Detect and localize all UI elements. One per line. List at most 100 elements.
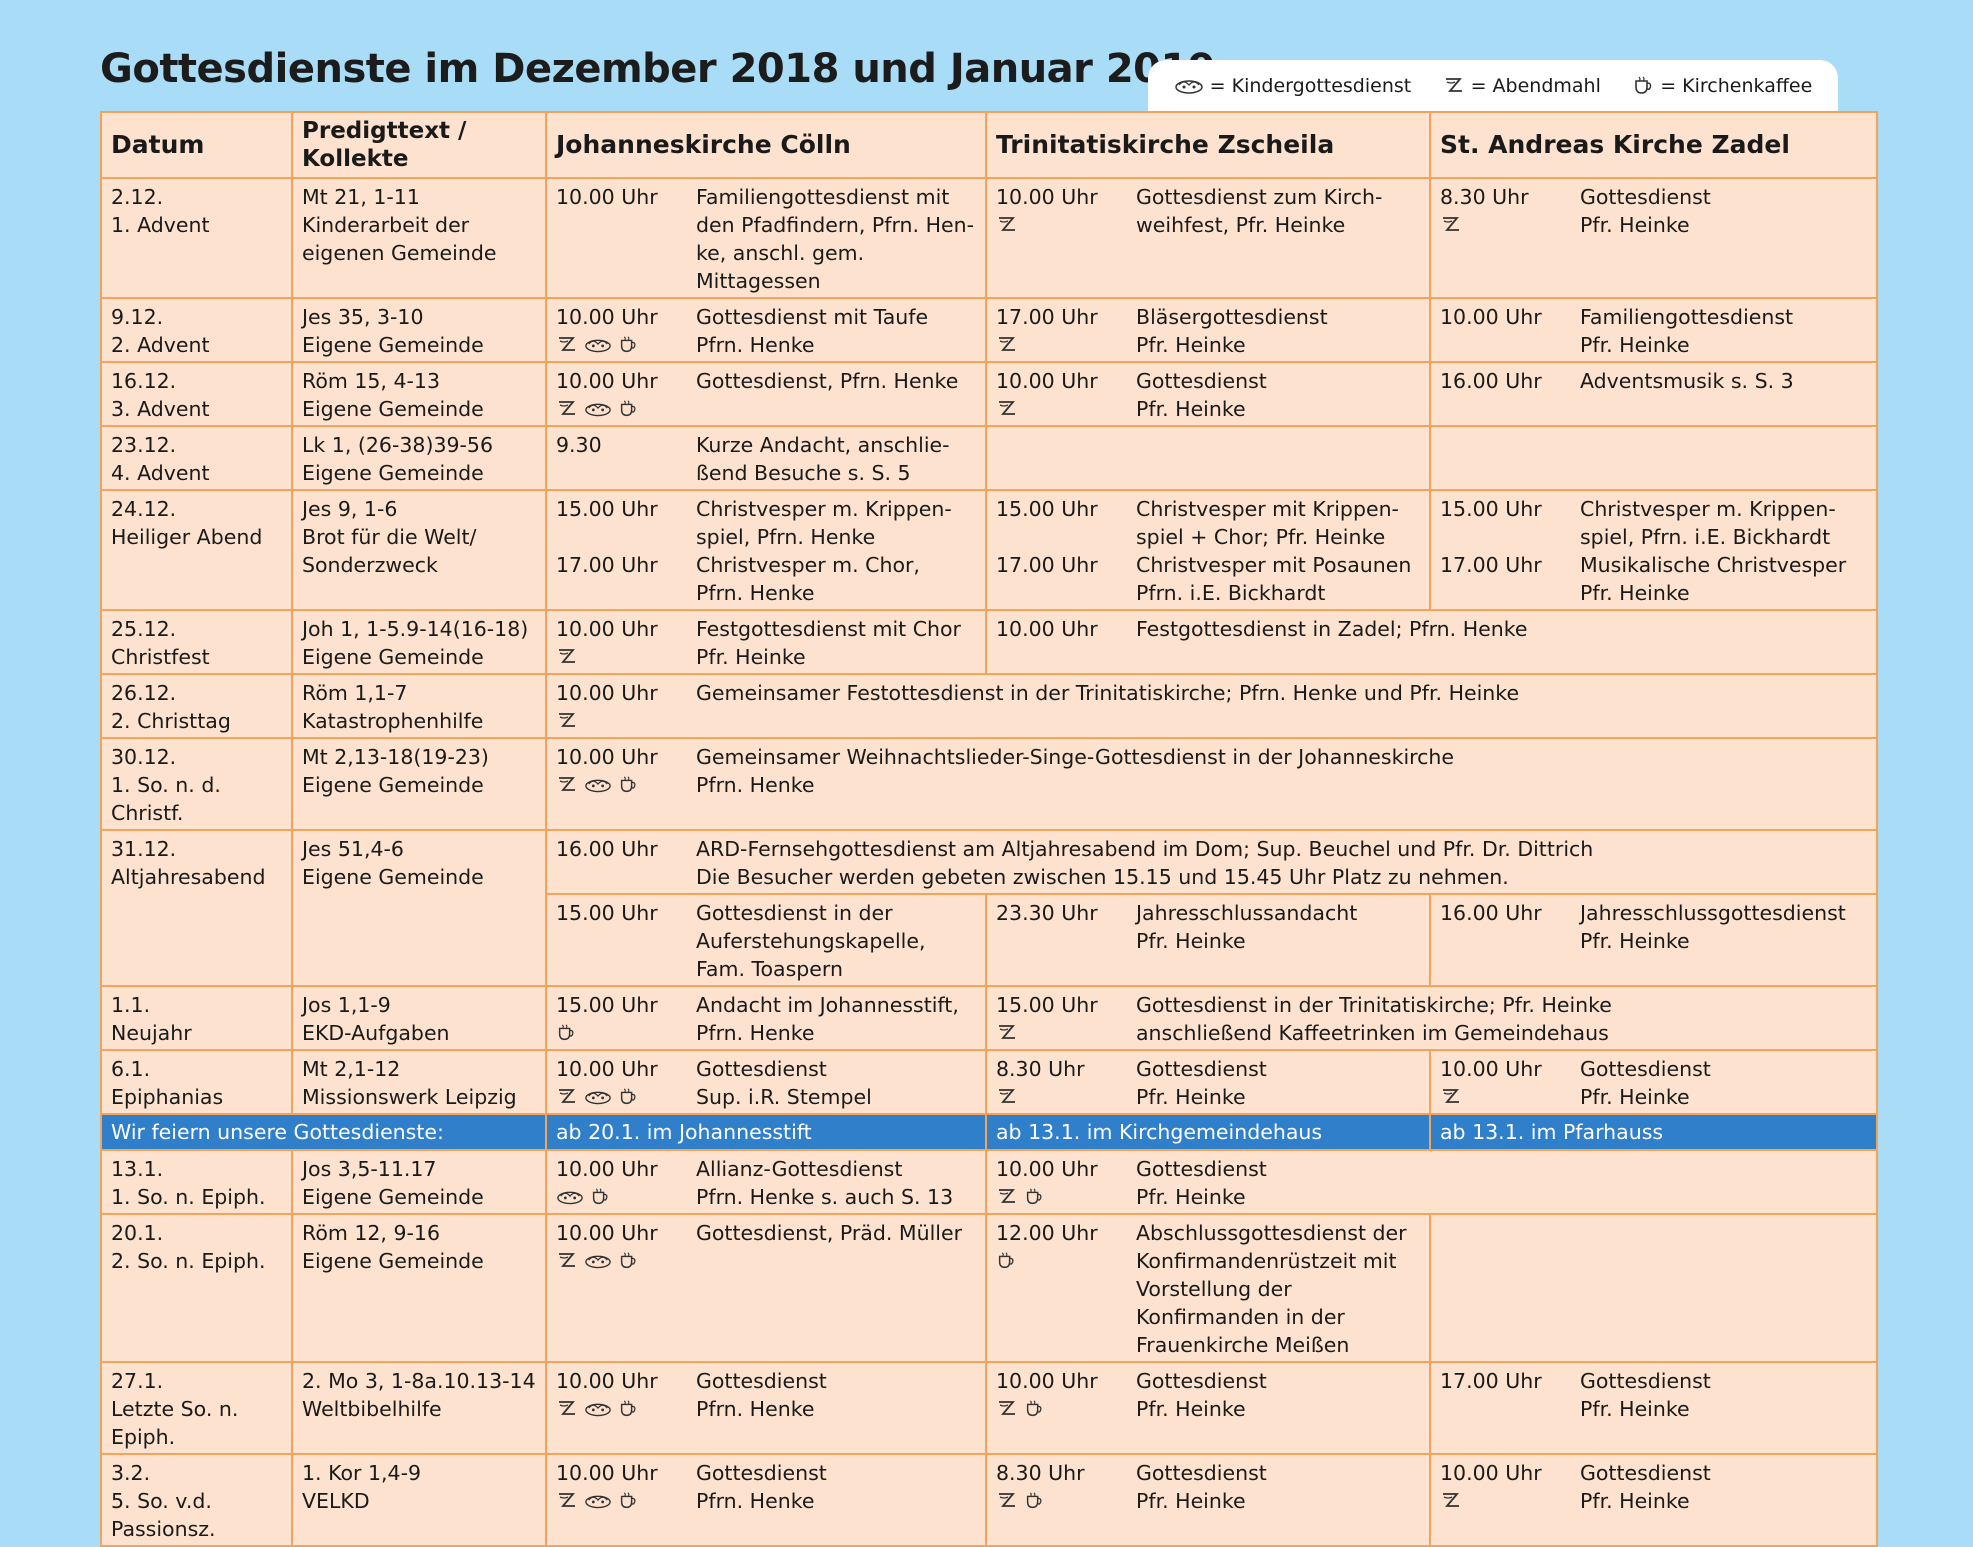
service-description: Gottesdienst in der Auferstehungskapelle…: [696, 901, 926, 981]
service-time-label: 10.00 Uhr: [556, 745, 658, 769]
service-cell-johanneskirche: 10.00 Uhr Gottesdienst mit Taufe Pfrn. He…: [545, 297, 987, 363]
service-icons: [556, 1183, 696, 1211]
table-row: 9.12. 2. Advent Jes 35, 3-10 Eigene Gemei…: [100, 297, 1878, 363]
service-description: Gottesdienst Pfr. Heinke: [1580, 185, 1711, 237]
date-cell: 24.12. Heiliger Abend: [100, 489, 293, 611]
service-description: Gottesdienst Pfr. Heinke: [1136, 1369, 1267, 1421]
date-cell: 2.12. 1. Advent: [100, 177, 293, 299]
service-icons: [556, 1247, 696, 1275]
service-time-label: 15.00 Uhr: [996, 993, 1098, 1017]
kirchenkaffee-icon: [1026, 1492, 1042, 1509]
service-time: 15.00 Uhr: [996, 991, 1136, 1047]
service-icons: [556, 1083, 696, 1111]
service-description: Festgottesdienst in Zadel; Pfrn. Henke: [1136, 617, 1528, 641]
service-description: Gottesdienst Sup. i.R. Stempel: [696, 1057, 872, 1109]
service-icons: [556, 331, 696, 359]
service-time: 15.00 Uhr: [556, 899, 696, 983]
table-row: 1.1. Neujahr Jos 1,1-9 EKD-Aufgaben 15.00 …: [100, 985, 1878, 1051]
location-banner: Wir feiern unsere Gottesdienste: ab 20.1.…: [100, 1113, 1878, 1151]
predigt-cell: Jes 51,4-6 Eigene Gemeinde: [291, 829, 547, 987]
service-time: 15.00 Uhr: [1440, 495, 1580, 551]
service-time-label: 10.00 Uhr: [1440, 305, 1542, 329]
banner-trinitatiskirche: ab 13.1. im Kirchgemeindehaus: [985, 1113, 1431, 1151]
service-cell-johanneskirche: 10.00 Uhr Familiengottesdienst mit den Pf…: [545, 177, 987, 299]
service-time: 8.30 Uhr: [996, 1459, 1136, 1515]
service-cell-trinitatiskirche: 12.00 Uhr Abschlussgottesdienst der Konfi…: [985, 1213, 1431, 1363]
service-time: 10.00 Uhr: [556, 743, 696, 799]
service-time-label: 8.30 Uhr: [1440, 185, 1529, 209]
kirchenkaffee-icon: [620, 1088, 636, 1105]
service-time: 15.00 Uhr: [996, 495, 1136, 551]
service-icons: [1440, 1487, 1580, 1515]
date-cell: 27.1. Letzte So. n. Epiph.: [100, 1361, 293, 1455]
kirchenkaffee-icon: [998, 1252, 1014, 1269]
table-row: 30.12. 1. So. n. d. Christf. Mt 2,13-18(1…: [100, 737, 1878, 831]
abendmahl-icon: [559, 649, 575, 663]
service-time-label: 16.00 Uhr: [1440, 369, 1542, 393]
abendmahl-icon: [559, 713, 575, 727]
service-icons: [996, 1019, 1136, 1047]
service-time-label: 10.00 Uhr: [556, 305, 658, 329]
service-time-label: 17.00 Uhr: [1440, 553, 1542, 577]
kindergottesdienst-icon: [1174, 80, 1203, 94]
service-time-label: 15.00 Uhr: [1440, 497, 1542, 521]
service-cell-andreaskirche: [1429, 425, 1878, 491]
service-description: Christvesper m. Krippen- spiel, Pfrn. i.…: [1580, 497, 1836, 549]
abendmahl-icon: [1443, 1493, 1459, 1507]
kirchenkaffee-icon: [558, 1024, 574, 1041]
kirchenkaffee-icon: [620, 1252, 636, 1269]
abendmahl-icon: [559, 1401, 575, 1415]
service-icons: [996, 1183, 1136, 1211]
abendmahl-icon: [999, 1089, 1015, 1103]
service-time-label: 10.00 Uhr: [1440, 1461, 1542, 1485]
service-time: 10.00 Uhr: [996, 615, 1136, 643]
service-icons: [556, 1395, 696, 1423]
service-description: Abschlussgottesdienst der Konfirmandenrü…: [1136, 1221, 1407, 1357]
service-time-label: 10.00 Uhr: [996, 369, 1098, 393]
service-cell-johanneskirche: 15.00 Uhr Andacht im Johannesstift, Pfrn.…: [545, 985, 987, 1051]
service-description: Festgottesdienst mit Chor Pfr. Heinke: [696, 617, 961, 669]
service-time-label: 8.30 Uhr: [996, 1461, 1085, 1485]
header-trinitatiskirche: Trinitatiskirche Zscheila: [985, 111, 1431, 179]
abendmahl-icon: [559, 1493, 575, 1507]
service-icons: [556, 771, 696, 799]
predigt-cell: 2. Mo 3, 1-8a.10.13-14 Weltbibelhilfe: [291, 1361, 547, 1455]
service-icons: [1440, 1083, 1580, 1111]
legend-kind: = Kindergottesdienst: [1174, 75, 1411, 97]
service-time-label: 17.00 Uhr: [996, 305, 1098, 329]
service-time: 10.00 Uhr: [996, 183, 1136, 239]
service-description: Kurze Andacht, anschlie- ßend Besuche s.…: [696, 433, 950, 485]
service-cell-trinitatiskirche: 17.00 Uhr Bläsergottesdienst Pfr. Heinke: [985, 297, 1431, 363]
service-time: 10.00 Uhr: [1440, 303, 1580, 359]
legend-abend: = Abendmahl: [1443, 75, 1601, 97]
service-cell-trinitatiskirche: [985, 425, 1431, 491]
service-cell-trinitatiskirche: 10.00 Uhr Gottesdienst Pfr. Heinke: [985, 1149, 1878, 1215]
services-table: Datum Predigttext / Kollekte Johanneskir…: [100, 111, 1878, 1547]
table-row: 27.1. Letzte So. n. Epiph. 2. Mo 3, 1-8a.…: [100, 1361, 1878, 1455]
table-row: 25.12. Christfest Joh 1, 1-5.9-14(16-18) …: [100, 609, 1878, 675]
service-time: 10.00 Uhr: [996, 1367, 1136, 1423]
service-cell-andreaskirche: 10.00 Uhr Familiengottesdienst Pfr. Heink…: [1429, 297, 1878, 363]
service-cell-trinitatiskirche: 15.00 Uhr Christvesper mit Krippen- spiel…: [985, 489, 1431, 611]
service-icons: [996, 1395, 1136, 1423]
service-time-label: 10.00 Uhr: [1440, 1057, 1542, 1081]
service-cell-johanneskirche: 15.00 Uhr Gottesdienst in der Auferstehun…: [545, 893, 987, 987]
service-description: Gottesdienst, Pfrn. Henke: [696, 369, 959, 393]
service-description: Gottesdienst Pfr. Heinke: [1136, 1461, 1267, 1513]
kirchenkaffee-icon: [620, 400, 636, 417]
date-cell: 20.1. 2. So. n. Epiph.: [100, 1213, 293, 1363]
abendmahl-icon: [999, 1025, 1015, 1039]
abendmahl-icon: [559, 1089, 575, 1103]
service-cell-johanneskirche: 9.30 Kurze Andacht, anschlie- ßend Besuch…: [545, 425, 987, 491]
service-time: 10.00 Uhr: [556, 303, 696, 359]
service-icons: [996, 1247, 1136, 1275]
service-cell-andreaskirche: 8.30 Uhr Gottesdienst Pfr. Heinke: [1429, 177, 1878, 299]
table-row: 31.12. Altjahresabend Jes 51,4-6 Eigene G…: [100, 829, 1878, 987]
predigt-cell: Jes 9, 1-6 Brot für die Welt/ Sonderzwec…: [291, 489, 547, 611]
service-cell-andreaskirche: [1429, 1213, 1878, 1363]
service-description: ARD-Fernsehgottesdienst am Altjahresaben…: [696, 837, 1594, 889]
banner-label: Wir feiern unsere Gottesdienste:: [100, 1113, 547, 1151]
service-time: 10.00 Uhr: [996, 367, 1136, 423]
service-cell-johanneskirche: 10.00 Uhr Allianz-Gottesdienst Pfrn. Henk…: [545, 1149, 987, 1215]
date-cell: 6.1. Epiphanias: [100, 1049, 293, 1115]
